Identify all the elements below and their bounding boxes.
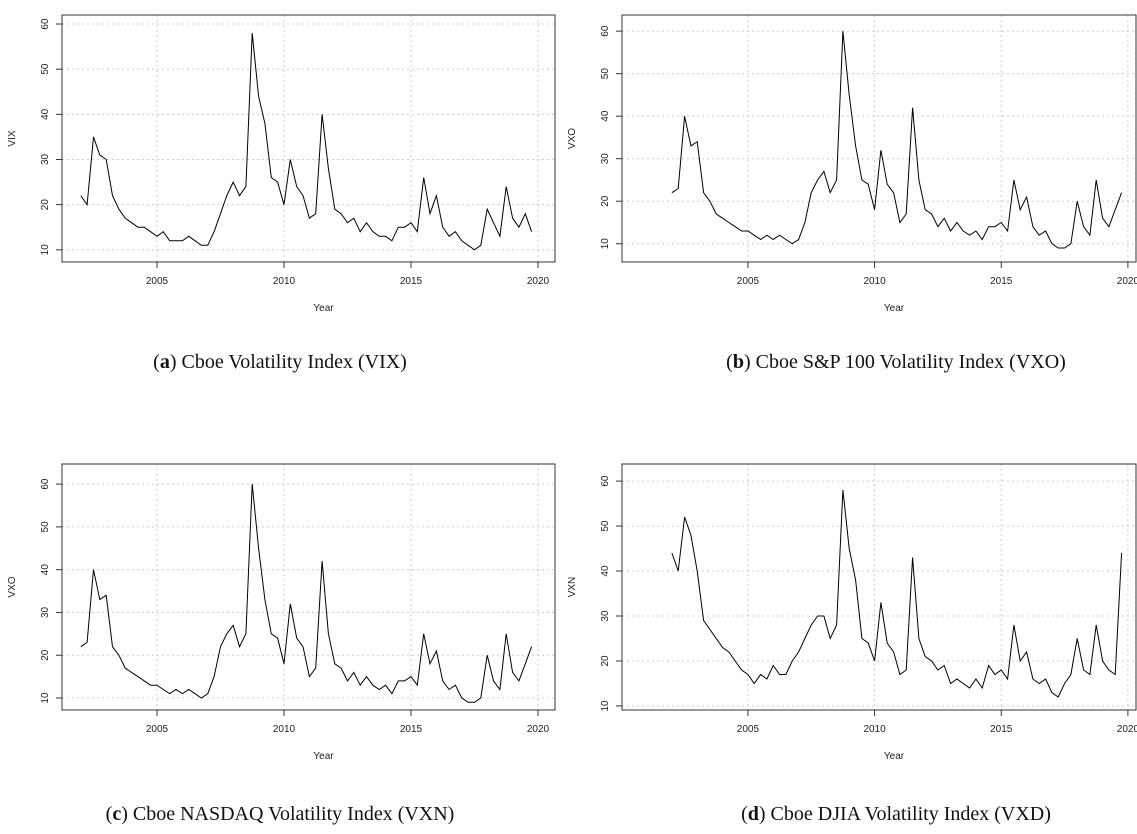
- caption-part: (: [153, 351, 160, 373]
- y-tick-label: 40: [40, 108, 51, 120]
- data-line: [80, 484, 533, 703]
- plot-frame: [621, 14, 1137, 263]
- caption-part: (: [741, 803, 748, 825]
- x-axis-label: Year: [313, 751, 334, 762]
- y-tick-label: 40: [40, 564, 51, 576]
- panel: 2005 2010 2015 2020 10 20 30 40 50 60 Year VXO (b) C…: [567, 14, 1137, 373]
- y-tick-label: 50: [40, 63, 51, 75]
- caption-part: (: [106, 803, 113, 825]
- y-axis-label: VXO: [567, 128, 578, 149]
- y-tick-label: 20: [600, 655, 611, 667]
- data-line: [80, 33, 533, 251]
- y-tick-label: 30: [40, 606, 51, 618]
- data-line: [671, 31, 1123, 249]
- x-tick-label: 2020: [1117, 724, 1137, 735]
- y-axis-label: VXO: [7, 576, 18, 597]
- y-tick-label: 10: [600, 238, 611, 250]
- y-tick-label: 50: [600, 68, 611, 80]
- y-tick-label: 60: [600, 475, 611, 487]
- x-axis-label: Year: [884, 303, 905, 314]
- x-axis-label: Year: [313, 303, 334, 314]
- y-tick-label: 20: [40, 649, 51, 661]
- y-tick-label: 10: [40, 244, 51, 256]
- data-line: [671, 490, 1123, 698]
- caption-part: c: [112, 803, 121, 825]
- caption-part: ) Cboe NASDAQ Volatility Index (VXN): [121, 803, 454, 825]
- x-tick-label: 2010: [273, 724, 296, 735]
- y-tick-label: 50: [600, 520, 611, 532]
- y-axis-label: VIX: [7, 130, 18, 146]
- x-tick-label: 2015: [990, 276, 1013, 287]
- x-axis-label: Year: [884, 751, 905, 762]
- y-tick-label: 30: [600, 610, 611, 622]
- y-tick-label: 20: [40, 199, 51, 211]
- x-tick-label: 2005: [146, 724, 169, 735]
- x-tick-label: 2020: [527, 276, 550, 287]
- y-tick-label: 60: [40, 478, 51, 490]
- y-tick-label: 20: [600, 195, 611, 207]
- caption-part: ) Cboe S&P 100 Volatility Index (VXO): [744, 351, 1066, 373]
- y-tick-label: 40: [600, 110, 611, 122]
- caption-part: d: [748, 803, 759, 825]
- y-tick-label: 10: [600, 700, 611, 712]
- x-tick-label: 2015: [400, 276, 423, 287]
- caption: (d) Cboe DJIA Volatility Index (VXD): [741, 803, 1051, 825]
- panel: 2005 2010 2015 2020 10 20 30 40 50 60 Year VIX (a) C…: [7, 14, 556, 373]
- caption-part: ) Cboe DJIA Volatility Index (VXD): [759, 803, 1051, 825]
- y-tick-label: 50: [40, 521, 51, 533]
- panel: 2005 2010 2015 2020 10 20 30 40 50 60 Year VXN (d) C…: [567, 463, 1137, 825]
- caption: (c) Cboe NASDAQ Volatility Index (VXN): [106, 803, 455, 825]
- x-tick-label: 2010: [273, 276, 296, 287]
- y-tick-label: 60: [40, 18, 51, 30]
- plot-frame: [61, 463, 556, 711]
- y-axis-label: VXN: [567, 577, 578, 598]
- x-tick-label: 2010: [863, 276, 886, 287]
- caption: (a) Cboe Volatility Index (VIX): [153, 351, 407, 373]
- panel: 2005 2010 2015 2020 10 20 30 40 50 60 Year VXO (c) C…: [7, 463, 556, 825]
- y-tick-label: 60: [600, 25, 611, 37]
- x-tick-label: 2020: [527, 724, 550, 735]
- caption-part: b: [733, 351, 744, 373]
- x-tick-label: 2020: [1117, 276, 1137, 287]
- caption-part: a: [160, 351, 170, 373]
- plot-frame: [621, 463, 1137, 711]
- x-tick-label: 2010: [863, 724, 886, 735]
- x-tick-label: 2005: [146, 276, 169, 287]
- x-tick-label: 2015: [990, 724, 1013, 735]
- plot-frame: [61, 14, 556, 263]
- y-tick-label: 30: [600, 153, 611, 165]
- caption-part: (: [726, 351, 733, 373]
- caption: (b) Cboe S&P 100 Volatility Index (VXO): [726, 351, 1066, 373]
- x-tick-label: 2005: [737, 724, 760, 735]
- x-tick-label: 2005: [737, 276, 760, 287]
- y-tick-label: 10: [40, 692, 51, 704]
- caption-part: ) Cboe Volatility Index (VIX): [170, 351, 407, 373]
- y-tick-label: 40: [600, 565, 611, 577]
- y-tick-label: 30: [40, 153, 51, 165]
- x-tick-label: 2015: [400, 724, 423, 735]
